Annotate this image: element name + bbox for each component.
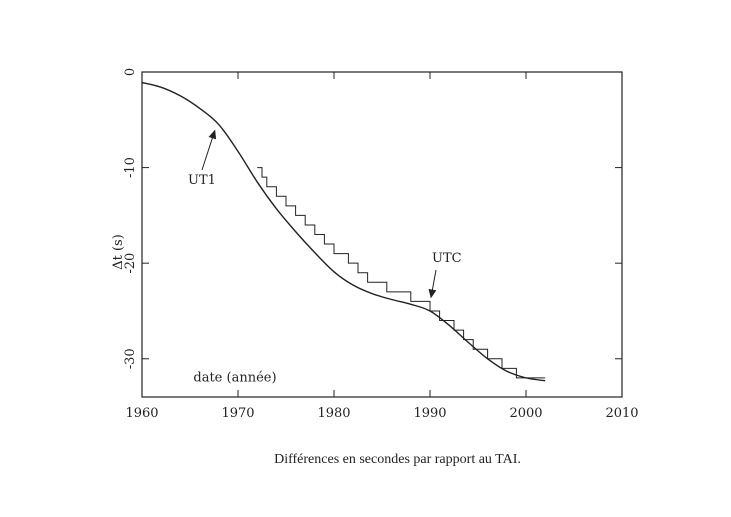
series-line-ut1 <box>141 81 546 382</box>
annotation-date-label: date (année) <box>193 371 276 386</box>
plot-frame <box>141 71 623 398</box>
x-tick-label: 1960 <box>125 406 158 421</box>
x-tick-label: 2000 <box>509 406 542 421</box>
y-axis-label: Δt (s) <box>111 234 126 270</box>
y-tick-label: 0 <box>123 68 138 76</box>
x-tick-label: 1990 <box>413 406 446 421</box>
annotation-ut1: UT1 <box>188 173 216 188</box>
x-tick-label: 2010 <box>605 406 638 421</box>
axis-ticks: 1960 1970 1980 1990 2000 2010 0 -10 -20 -30 <box>123 68 639 421</box>
annotation-layer: UT1 UTC date (année) <box>188 129 462 386</box>
y-tick-label: -10 <box>123 157 138 178</box>
arrow-utc <box>428 269 437 299</box>
y-tick-label: -20 <box>123 253 138 274</box>
annotation-utc: UTC <box>432 251 462 266</box>
y-tick-label: -30 <box>123 348 138 369</box>
series-line-utc <box>257 167 546 379</box>
x-tick-label: 1980 <box>317 406 350 421</box>
figure-caption: Différences en secondes par rapport au T… <box>274 452 521 467</box>
x-tick-label: 1970 <box>221 406 254 421</box>
series-layer <box>141 81 546 382</box>
arrow-ut1 <box>201 129 217 171</box>
